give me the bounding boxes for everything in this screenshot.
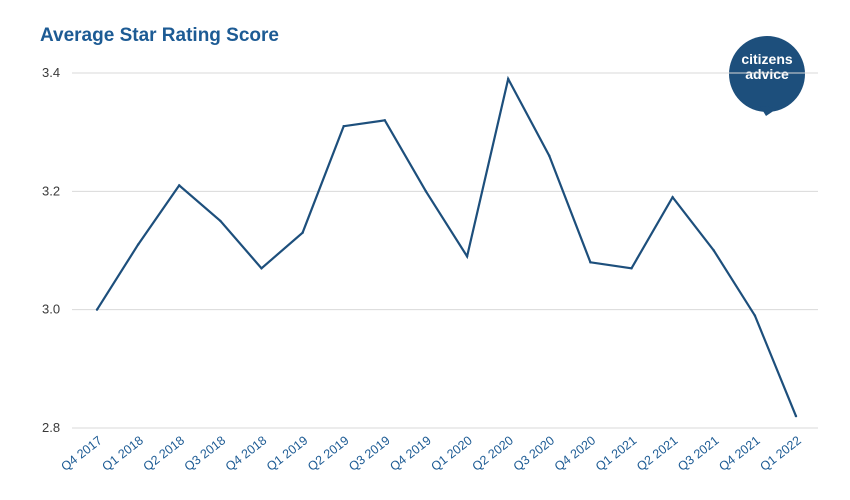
data-point (95, 308, 99, 311)
data-point (794, 414, 798, 418)
data-point (630, 267, 633, 270)
data-point (136, 243, 140, 246)
y-tick-label: 3.2 (42, 183, 60, 198)
chart-title: Average Star Rating Score (40, 25, 279, 46)
x-tick-label: Q4 2020 (552, 433, 598, 474)
x-tick-label: Q1 2022 (757, 433, 803, 474)
x-tick-label: Q1 2019 (264, 433, 310, 474)
data-point (260, 267, 263, 270)
x-tick-label: Q1 2020 (428, 433, 474, 474)
gridlines (72, 72, 818, 429)
x-tick-label: Q3 2018 (182, 433, 228, 474)
y-tick-label: 3.0 (42, 302, 60, 317)
x-tick-label: Q4 2018 (223, 433, 269, 474)
x-tick-label: Q4 2019 (387, 433, 433, 474)
x-tick-label: Q1 2018 (100, 433, 146, 474)
x-tick-label: Q3 2021 (675, 433, 721, 474)
data-point (753, 314, 757, 317)
y-tick-label: 3.4 (42, 65, 60, 80)
logo-line-1: citizens (741, 51, 793, 67)
data-point (671, 196, 674, 199)
x-tick-label: Q2 2019 (305, 433, 351, 474)
logo-line-2: advice (745, 66, 789, 82)
x-tick-label: Q2 2018 (141, 433, 187, 474)
data-point (383, 119, 387, 122)
data-point (506, 77, 510, 81)
series-line (96, 75, 798, 417)
x-tick-label: Q3 2020 (511, 433, 557, 474)
y-axis-ticks: 3.4 3.2 3.0 2.8 (42, 65, 60, 435)
data-point (301, 231, 304, 234)
x-tick-label: Q3 2019 (346, 433, 392, 474)
data-point (548, 154, 551, 158)
logo-text: citizens advice (726, 52, 808, 82)
series-layer (95, 75, 798, 418)
x-tick-label: Q2 2021 (634, 433, 680, 474)
data-point (589, 261, 592, 264)
y-tick-label: 2.8 (42, 420, 60, 435)
x-tick-label: Q4 2021 (716, 433, 762, 474)
data-point (712, 249, 715, 252)
x-tick-label: Q1 2021 (593, 433, 639, 474)
x-tick-label: Q2 2020 (470, 433, 516, 474)
data-point (178, 184, 181, 187)
citizens-advice-logo: citizens advice (726, 34, 808, 116)
data-point (219, 219, 222, 223)
data-point (424, 190, 428, 193)
data-point (342, 125, 345, 128)
x-tick-label: Q4 2017 (58, 433, 104, 474)
data-point (465, 255, 469, 258)
logo-badge (729, 36, 805, 116)
